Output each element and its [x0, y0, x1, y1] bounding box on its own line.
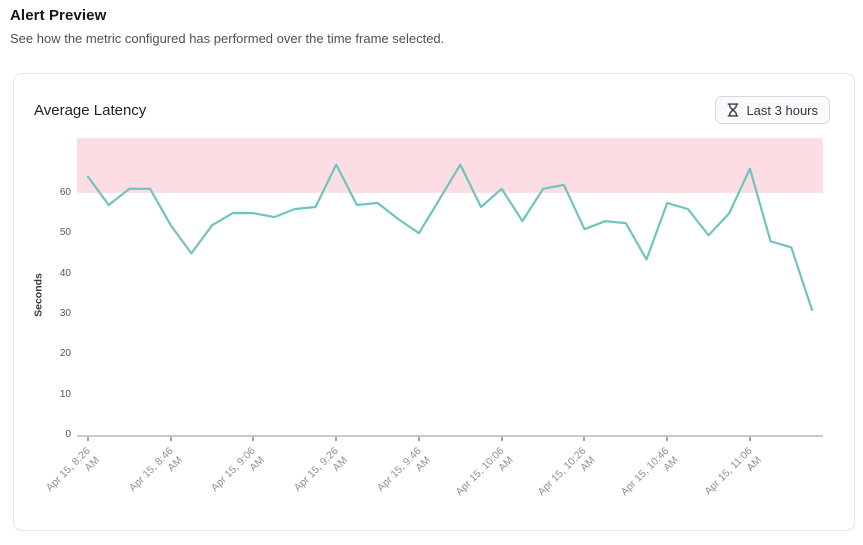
- x-axis-tick-mark: [87, 437, 89, 441]
- alert-preview-card: Average Latency Last 3 hours Seconds 0 10…: [13, 73, 855, 531]
- y-axis-tick-label: 0: [65, 429, 71, 440]
- alert-threshold-band: [77, 138, 823, 193]
- y-axis-tick-label: 30: [59, 307, 71, 319]
- y-axis-tick-label: 40: [59, 267, 71, 279]
- y-axis-tick-label: 60: [59, 186, 71, 198]
- x-axis-tick-mark: [666, 437, 669, 441]
- y-axis-tick-label: 50: [59, 227, 71, 239]
- x-axis-tick-mark: [500, 437, 503, 441]
- x-axis-tick-mark: [252, 437, 255, 441]
- x-axis-tick-mark: [169, 437, 172, 441]
- time-range-button[interactable]: Last 3 hours: [715, 96, 830, 124]
- x-axis-tick-mark: [417, 437, 420, 441]
- y-axis-tick-label: 10: [59, 388, 71, 400]
- latency-line-series: [86, 163, 814, 311]
- x-axis-tick-mark: [335, 437, 338, 441]
- time-range-label: Last 3 hours: [746, 102, 818, 118]
- chart-title: Average Latency: [34, 102, 147, 119]
- x-axis-tick-mark: [583, 437, 586, 441]
- x-axis-line: [77, 435, 823, 437]
- y-axis-tick-label: 20: [59, 348, 71, 360]
- chart-plot-area[interactable]: [77, 138, 823, 435]
- hourglass-icon: [727, 103, 739, 117]
- page-subtitle: See how the metric configured has perfor…: [10, 31, 445, 46]
- page-title: Alert Preview: [10, 7, 107, 24]
- x-axis-tick-mark: [748, 437, 751, 441]
